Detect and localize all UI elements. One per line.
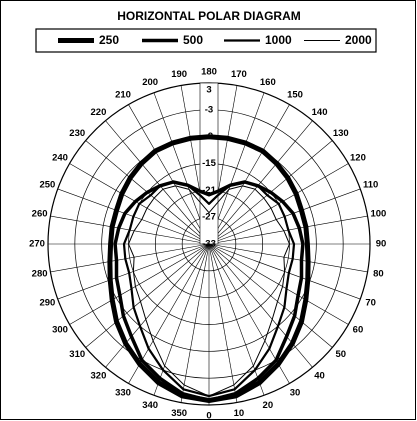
r-tick-label: 3 [206, 85, 211, 96]
legend-box [35, 28, 377, 53]
angle-label: 180 [201, 67, 217, 78]
angle-label: 50 [335, 349, 346, 360]
angle-label: 290 [39, 297, 55, 308]
angle-label: 60 [353, 325, 364, 336]
polar-curve [128, 185, 290, 397]
legend-label: 1000 [265, 33, 292, 47]
angle-label: 330 [115, 387, 131, 398]
angle-label: 30 [290, 387, 301, 398]
angle-label: 40 [314, 370, 325, 381]
angle-label: 140 [312, 107, 328, 118]
angle-label: 260 [32, 209, 48, 220]
r-tick-label: -21 [202, 185, 216, 196]
angle-label: 10 [234, 408, 245, 419]
angle-label: 170 [231, 69, 247, 80]
angle-label: 210 [115, 90, 131, 101]
angle-label: 130 [333, 128, 349, 139]
polar-curve [107, 134, 311, 403]
angle-label: 160 [260, 77, 276, 88]
angle-label: 220 [91, 107, 107, 118]
chart-title: HORIZONTAL POLAR DIAGRAM [117, 9, 301, 23]
r-tick-label: -15 [202, 158, 216, 169]
legend-label: 500 [183, 33, 203, 47]
r-tick-label: -27 [202, 212, 216, 223]
angle-label: 270 [29, 239, 45, 250]
polar-curve [113, 180, 305, 403]
r-tick-label: -33 [202, 239, 216, 250]
angle-label: 200 [142, 77, 158, 88]
angle-label: 320 [91, 370, 107, 381]
angle-label: 120 [350, 153, 366, 164]
angle-label: 0 [206, 411, 211, 421]
angle-label: 340 [142, 400, 158, 411]
r-tick-label: -9 [205, 131, 213, 142]
angle-label: 310 [69, 349, 85, 360]
angle-label: 150 [287, 90, 303, 101]
angle-label: 80 [373, 268, 384, 279]
angle-label: 110 [363, 180, 378, 191]
angle-label: 230 [69, 128, 85, 139]
angle-label: 190 [171, 69, 187, 80]
polar-curve [122, 180, 296, 398]
angle-label: 100 [370, 209, 386, 220]
angle-label: 250 [39, 180, 55, 191]
curves [107, 134, 311, 403]
legend-label: 250 [99, 33, 119, 47]
angle-label: 90 [376, 239, 387, 250]
label-strip [199, 82, 219, 245]
legend: 250 500 1000 2000 [58, 33, 372, 47]
legend-label: 2000 [345, 33, 372, 47]
angle-label: 350 [171, 408, 187, 419]
angle-label: 20 [263, 400, 274, 411]
angle-label: 240 [52, 153, 68, 164]
angle-label: 280 [32, 268, 48, 279]
angle-label: 70 [365, 297, 376, 308]
angle-label: 300 [52, 325, 68, 336]
labels: 0 10 20 30 40 50 60 70 80 90 100 110 120 130 140 150 160… [29, 67, 386, 421]
r-tick-label: -3 [205, 104, 213, 115]
